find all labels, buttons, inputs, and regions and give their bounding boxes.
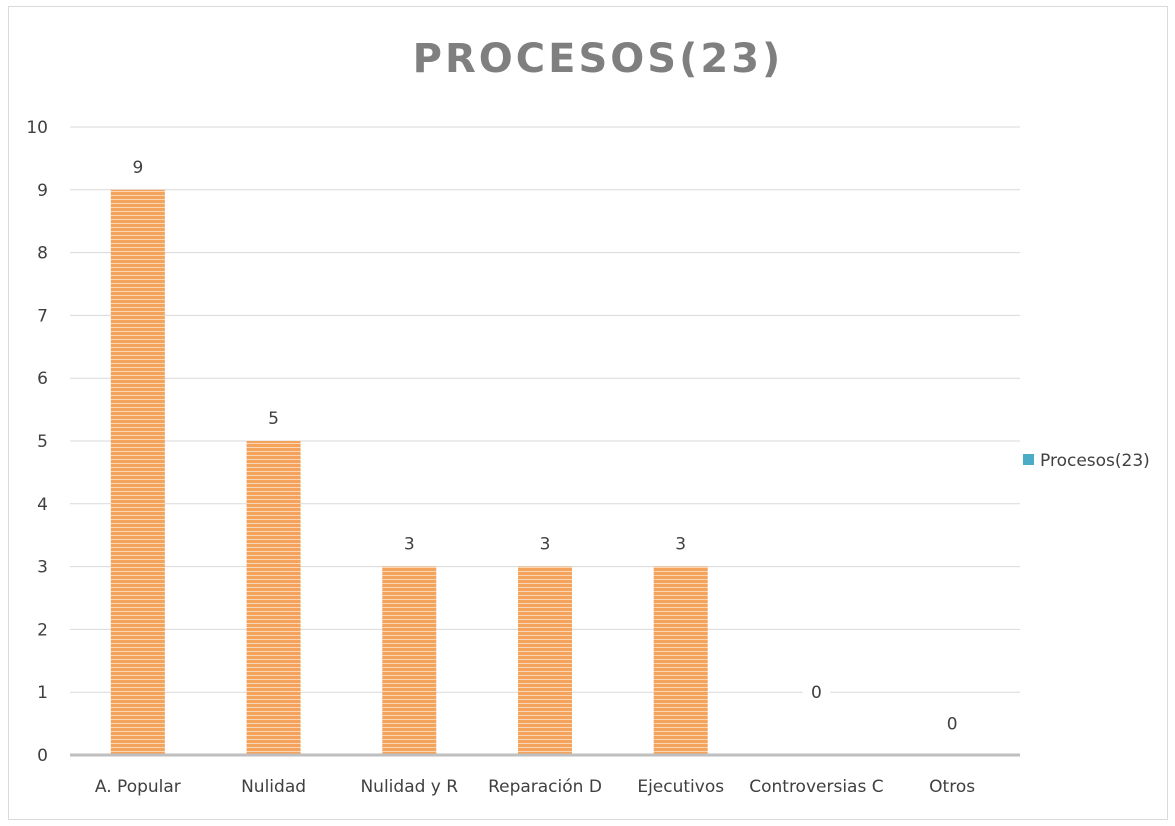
gridlines — [70, 126, 1020, 693]
y-tick-label: 0 — [37, 746, 48, 766]
bar — [518, 566, 572, 755]
legend: Procesos(23) — [1023, 451, 1150, 471]
data-label: 3 — [404, 535, 415, 555]
data-label: 5 — [268, 409, 279, 429]
x-category-label: A. Popular — [95, 777, 181, 797]
data-label-bg — [938, 712, 967, 737]
y-axis-ticks: 0 1 2 3 4 5 6 7 8 9 10 — [26, 118, 48, 766]
y-tick-label: 3 — [37, 558, 48, 578]
bar — [382, 566, 437, 755]
data-label-bg — [123, 155, 152, 180]
y-tick-label: 9 — [37, 181, 48, 201]
bars — [110, 189, 708, 756]
x-category-label: Controversias C — [749, 777, 883, 797]
bar — [653, 566, 708, 755]
y-tick-label: 2 — [37, 620, 48, 640]
y-tick-label: 10 — [26, 118, 48, 138]
data-label-bg — [666, 532, 695, 557]
y-tick-label: 6 — [37, 369, 48, 389]
data-label-bg — [802, 681, 831, 706]
y-tick-label: 8 — [37, 244, 48, 264]
data-label-bg — [531, 532, 559, 557]
chart-frame — [8, 6, 1168, 820]
y-tick-label: 5 — [37, 432, 48, 452]
data-label: 3 — [675, 535, 686, 555]
x-category-label: Nulidad y R — [360, 777, 458, 797]
y-tick-label: 1 — [37, 683, 48, 703]
data-label: 3 — [540, 535, 551, 555]
legend-swatch — [1023, 454, 1034, 465]
data-label: 0 — [947, 715, 958, 735]
chart-title: PROCESOS(23) — [413, 36, 784, 82]
bar — [110, 189, 165, 756]
data-labels: 9 5 3 3 3 0 0 — [123, 155, 967, 737]
x-category-label: Otros — [929, 777, 975, 797]
x-category-label: Ejecutivos — [637, 777, 724, 797]
x-axis-categories: A. Popular Nulidad Nulidad y R Reparación D… — [95, 777, 975, 797]
data-label: 0 — [811, 683, 822, 703]
y-tick-label: 4 — [37, 495, 48, 515]
data-label: 9 — [132, 158, 143, 178]
data-label-bg — [259, 407, 288, 431]
data-label-bg — [395, 532, 424, 557]
y-tick-label: 7 — [37, 306, 48, 326]
legend-label: Procesos(23) — [1040, 451, 1150, 471]
bar — [246, 441, 301, 755]
x-category-label: Nulidad — [241, 777, 306, 797]
x-category-label: Reparación D — [488, 777, 602, 797]
